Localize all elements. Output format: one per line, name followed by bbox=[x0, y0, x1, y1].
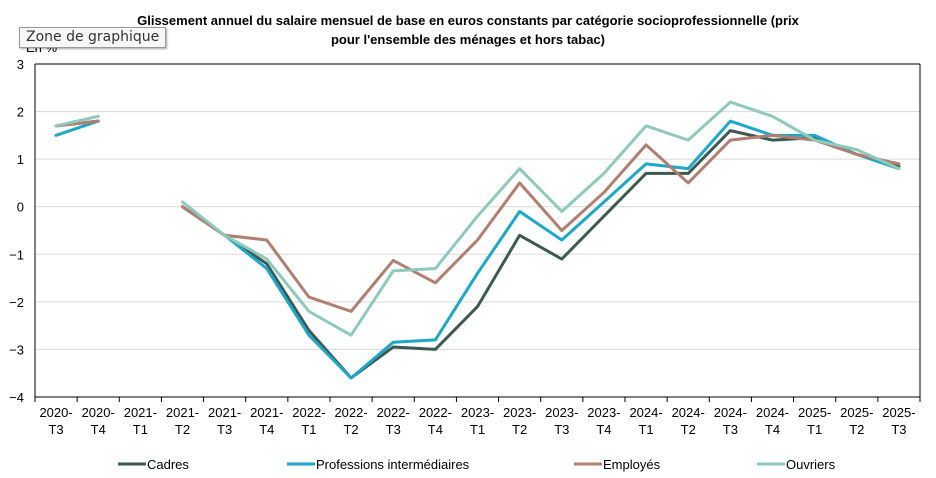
y-tick-label-0: 3 bbox=[17, 57, 24, 72]
x-tick-label-quarter-18: T1 bbox=[807, 422, 822, 437]
legend-label-professions-interm-diaires: Professions intermédiaires bbox=[316, 457, 470, 472]
y-tick-label-2: 1 bbox=[17, 152, 24, 167]
x-tick-label-year-12: 2023- bbox=[545, 405, 578, 420]
x-tick-label-quarter-1: T4 bbox=[91, 422, 106, 437]
series-line-employ-s-1 bbox=[181, 133, 901, 313]
x-tick-label-year-17: 2024- bbox=[756, 405, 789, 420]
chart-title: Glissement annuel du salaire mensuel de … bbox=[137, 13, 800, 47]
x-tick-label-quarter-2: T1 bbox=[133, 422, 148, 437]
plot-area bbox=[34, 63, 921, 398]
x-tick-label-year-14: 2024- bbox=[629, 405, 662, 420]
x-tick-label-quarter-19: T2 bbox=[849, 422, 864, 437]
y-tick-label-5: −2 bbox=[9, 295, 24, 310]
x-tick-label-year-20: 2025- bbox=[882, 405, 915, 420]
x-tick-label-quarter-13: T4 bbox=[596, 422, 611, 437]
legend: Cadres Professions intermédiaires Employés… bbox=[118, 457, 836, 472]
chart-title-line-1: Glissement annuel du salaire mensuel de … bbox=[137, 13, 800, 28]
y-tick-label-6: −3 bbox=[9, 342, 24, 357]
chart-area-tooltip: Zone de graphique bbox=[19, 27, 167, 48]
x-tick-label-year-4: 2021- bbox=[208, 405, 241, 420]
y-tick-label-3: 0 bbox=[17, 200, 24, 215]
x-tick-label-quarter-14: T1 bbox=[638, 422, 653, 437]
x-tick-label-quarter-6: T1 bbox=[301, 422, 316, 437]
x-tick-label-year-11: 2023- bbox=[503, 405, 536, 420]
x-tick-label-year-2: 2021- bbox=[124, 405, 157, 420]
x-tick-label-year-19: 2025- bbox=[840, 405, 873, 420]
x-tick-label-year-0: 2020- bbox=[39, 405, 72, 420]
legend-label-employ-s: Employés bbox=[603, 457, 661, 472]
x-tick-label-year-18: 2025- bbox=[798, 405, 831, 420]
x-tick-label-year-3: 2021- bbox=[166, 405, 199, 420]
x-tick-label-quarter-9: T4 bbox=[428, 422, 443, 437]
x-tick-label-year-7: 2022- bbox=[334, 405, 367, 420]
series-lines bbox=[54, 100, 901, 380]
x-tick-label-quarter-17: T4 bbox=[765, 422, 780, 437]
legend-label-ouvriers: Ouvriers bbox=[786, 457, 836, 472]
y-tick-label-4: −1 bbox=[9, 247, 24, 262]
x-tick-label-year-1: 2020- bbox=[82, 405, 115, 420]
legend-label-cadres: Cadres bbox=[147, 457, 189, 472]
series-line-professions-interm-diaires-0 bbox=[54, 119, 100, 137]
x-tick-label-year-8: 2022- bbox=[377, 405, 410, 420]
x-tick-label-quarter-16: T3 bbox=[723, 422, 738, 437]
x-tick-label-quarter-7: T2 bbox=[343, 422, 358, 437]
x-axis-ticks: 2020- T3 2020- T4 2021- T1 2021- T2 2021- T3 2021-… bbox=[34, 397, 921, 437]
series-line-ouvriers-1 bbox=[181, 100, 901, 337]
x-tick-label-quarter-11: T2 bbox=[512, 422, 527, 437]
y-tick-label-7: −4 bbox=[9, 390, 24, 405]
y-tick-label-1: 2 bbox=[17, 105, 24, 120]
x-tick-label-quarter-12: T3 bbox=[554, 422, 569, 437]
x-tick-label-year-13: 2023- bbox=[587, 405, 620, 420]
x-tick-label-quarter-0: T3 bbox=[48, 422, 63, 437]
x-tick-label-year-10: 2023- bbox=[461, 405, 494, 420]
y-axis-ticks: 3 2 1 0 −1 −2 −3 −4 bbox=[9, 57, 24, 405]
chart-title-line-2: pour l'ensemble des ménages et hors taba… bbox=[331, 32, 605, 47]
x-tick-label-quarter-20: T3 bbox=[891, 422, 906, 437]
x-tick-label-quarter-5: T4 bbox=[259, 422, 274, 437]
x-tick-label-quarter-3: T2 bbox=[175, 422, 190, 437]
x-tick-label-quarter-8: T3 bbox=[386, 422, 401, 437]
x-tick-label-year-6: 2022- bbox=[292, 405, 325, 420]
x-tick-label-year-9: 2022- bbox=[419, 405, 452, 420]
x-tick-label-quarter-4: T3 bbox=[217, 422, 232, 437]
x-tick-label-quarter-10: T1 bbox=[470, 422, 485, 437]
x-tick-label-year-5: 2021- bbox=[250, 405, 283, 420]
x-tick-label-quarter-15: T2 bbox=[681, 422, 696, 437]
x-tick-label-year-15: 2024- bbox=[672, 405, 705, 420]
series-line-ouvriers-0 bbox=[54, 114, 100, 128]
x-tick-label-year-16: 2024- bbox=[714, 405, 747, 420]
series-line-cadres-1 bbox=[181, 129, 901, 380]
